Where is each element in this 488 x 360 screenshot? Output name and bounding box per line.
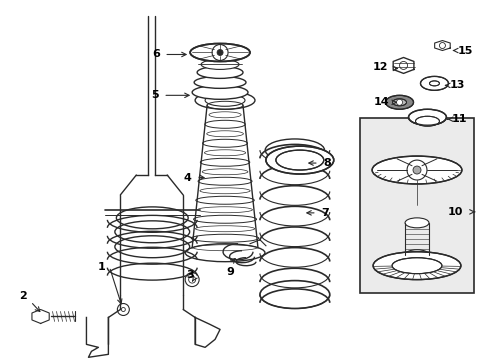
Ellipse shape xyxy=(201,59,239,69)
Text: 13: 13 xyxy=(449,80,464,90)
Text: 8: 8 xyxy=(322,158,330,168)
Ellipse shape xyxy=(190,44,249,62)
Ellipse shape xyxy=(420,76,447,90)
Ellipse shape xyxy=(391,258,441,274)
Text: 6: 6 xyxy=(152,49,160,59)
Ellipse shape xyxy=(192,85,247,99)
Text: 14: 14 xyxy=(373,97,388,107)
Text: 7: 7 xyxy=(320,208,328,218)
Text: 1: 1 xyxy=(97,262,105,272)
Ellipse shape xyxy=(404,218,428,228)
Bar xyxy=(359,118,473,293)
Ellipse shape xyxy=(404,250,428,260)
Text: 4: 4 xyxy=(183,173,191,183)
Text: 2: 2 xyxy=(19,291,26,301)
Circle shape xyxy=(412,166,420,174)
Ellipse shape xyxy=(194,76,245,88)
Ellipse shape xyxy=(407,109,446,125)
Text: 12: 12 xyxy=(372,62,387,72)
Circle shape xyxy=(217,50,223,55)
Ellipse shape xyxy=(385,95,413,109)
Ellipse shape xyxy=(275,150,323,170)
Ellipse shape xyxy=(392,99,406,106)
Text: 15: 15 xyxy=(457,45,472,55)
Text: 5: 5 xyxy=(151,90,159,100)
Ellipse shape xyxy=(371,156,461,184)
Circle shape xyxy=(396,99,402,105)
Ellipse shape xyxy=(428,81,439,86)
Ellipse shape xyxy=(415,116,439,126)
Text: 10: 10 xyxy=(447,207,462,217)
Text: 11: 11 xyxy=(451,114,466,124)
Ellipse shape xyxy=(372,252,460,280)
Ellipse shape xyxy=(265,146,333,174)
Ellipse shape xyxy=(197,67,243,78)
Text: 9: 9 xyxy=(225,267,233,276)
Text: 3: 3 xyxy=(186,270,194,280)
